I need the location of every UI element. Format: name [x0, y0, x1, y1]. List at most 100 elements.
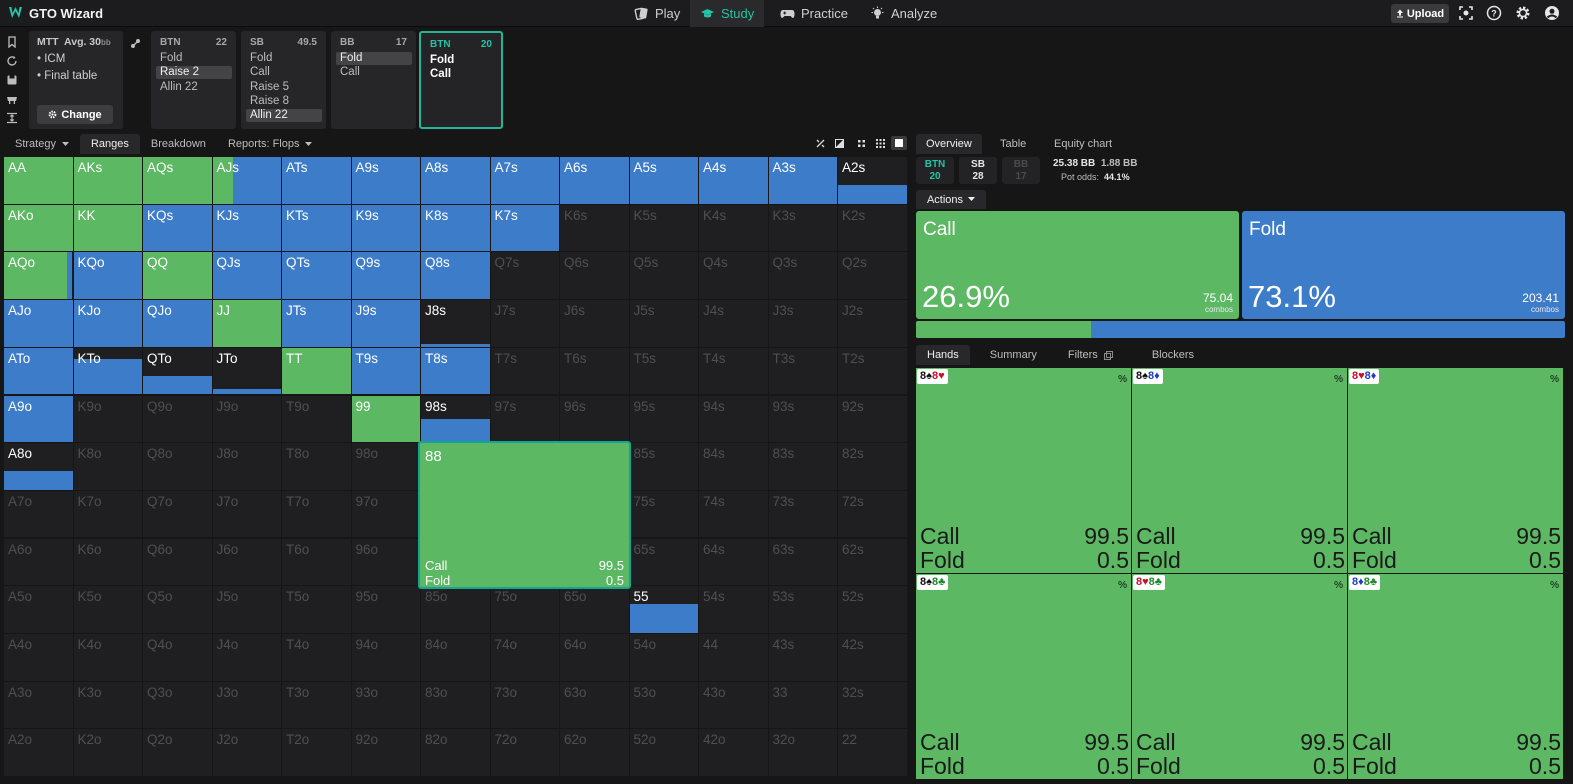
hand-cell-KQs[interactable]: KQs [143, 204, 212, 252]
hand-cell-Q8o[interactable]: Q8o [143, 443, 212, 490]
hand-cell-92s[interactable]: 92s [838, 395, 907, 442]
hand-cell-K4o[interactable]: K4o [73, 634, 142, 681]
hand-cell-K3o[interactable]: K3o [73, 681, 142, 729]
hand-combo-card[interactable]: 8♦8♣% Call 99.5 Fold 0.5 [1348, 574, 1563, 779]
path-action-fold[interactable]: Fold [430, 54, 455, 66]
hand-cell-J6o[interactable]: J6o [212, 538, 281, 586]
hand-cell-A4s[interactable]: A4s [699, 157, 768, 204]
hand-cell-J7o[interactable]: J7o [212, 490, 281, 538]
nav-study[interactable]: Study [690, 0, 765, 27]
bookmark-icon[interactable] [6, 36, 18, 48]
hand-cell-T8o[interactable]: T8o [282, 443, 351, 490]
hand-cell-KQo[interactable]: KQo [73, 252, 142, 299]
hand-cell-A7o[interactable]: A7o [4, 490, 73, 538]
selected-hand-88[interactable]: 88 Call 99.5 Fold 0.5 [418, 441, 631, 589]
hand-cell-JTo[interactable]: JTo [212, 347, 281, 395]
hand-combo-card[interactable]: 8♥8♦% Call 99.5 Fold 0.5 [1348, 368, 1563, 573]
hand-cell-K8s[interactable]: K8s [421, 204, 490, 252]
hand-cell-22[interactable]: 22 [838, 729, 907, 776]
path-action-allin-22[interactable]: Allin 22 [160, 80, 198, 93]
hand-cell-85o[interactable]: 85o [421, 586, 490, 633]
hand-cell-33[interactable]: 33 [768, 681, 837, 729]
action-fold-box[interactable]: Fold 73.1% 203.41 combos [1242, 211, 1565, 319]
hand-cell-A8o[interactable]: A8o [4, 443, 73, 490]
hand-cell-ATo[interactable]: ATo [4, 347, 73, 395]
hand-cell-Q2o[interactable]: Q2o [143, 729, 212, 776]
hand-cell-95o[interactable]: 95o [351, 586, 420, 633]
link-icon[interactable] [130, 38, 141, 49]
path-action-call[interactable]: Call [430, 68, 452, 81]
position-sb[interactable]: SB 28 [959, 157, 997, 184]
hand-cell-A7s[interactable]: A7s [490, 157, 559, 204]
hand-cell-J3o[interactable]: J3o [212, 681, 281, 729]
help-icon[interactable]: ? [1486, 5, 1502, 21]
hand-cell-65o[interactable]: 65o [560, 586, 629, 633]
hand-cell-J7s[interactable]: J7s [490, 300, 559, 347]
hand-cell-A2o[interactable]: A2o [4, 729, 73, 776]
hand-cell-Q6o[interactable]: Q6o [143, 538, 212, 586]
hand-cell-Q8s[interactable]: Q8s [421, 252, 490, 299]
hand-cell-32s[interactable]: 32s [838, 681, 907, 729]
actions-dropdown[interactable]: Actions [916, 190, 986, 209]
gear-icon[interactable] [1515, 5, 1531, 21]
hand-cell-83s[interactable]: 83s [768, 443, 837, 490]
hand-cell-54s[interactable]: 54s [699, 586, 768, 633]
user-avatar-icon[interactable] [1544, 5, 1560, 21]
hand-cell-A3o[interactable]: A3o [4, 681, 73, 729]
gto-wizard-logo-icon[interactable] [8, 5, 23, 20]
hand-cell-A3s[interactable]: A3s [768, 157, 837, 204]
hand-cell-KTs[interactable]: KTs [282, 204, 351, 252]
hand-combo-card[interactable]: 8♠8♦% Call 99.5 Fold 0.5 [1132, 368, 1347, 573]
tab-reports[interactable]: Reports: Flops [217, 134, 324, 154]
hand-cell-43o[interactable]: 43o [699, 681, 768, 729]
refresh-icon[interactable] [6, 55, 18, 67]
hand-cell-Q6s[interactable]: Q6s [560, 252, 629, 299]
hand-cell-A6s[interactable]: A6s [560, 157, 629, 204]
hand-cell-96o[interactable]: 96o [351, 538, 420, 586]
hand-cell-Q2s[interactable]: Q2s [838, 252, 907, 299]
contrast-view-icon[interactable] [831, 136, 847, 150]
tab-hands[interactable]: Hands [916, 345, 970, 365]
hand-cell-T8s[interactable]: T8s [421, 347, 490, 395]
hand-cell-74o[interactable]: 74o [490, 634, 559, 681]
hand-cell-A5o[interactable]: A5o [4, 586, 73, 633]
hand-cell-AQs[interactable]: AQs [143, 157, 212, 204]
action-path-card-bb-2[interactable]: BB 17 Fold Call [331, 31, 416, 129]
hand-cell-K7s[interactable]: K7s [490, 204, 559, 252]
hand-cell-QJo[interactable]: QJo [143, 300, 212, 347]
hand-cell-84o[interactable]: 84o [421, 634, 490, 681]
hand-combo-card[interactable]: 8♥8♣% Call 99.5 Fold 0.5 [1132, 574, 1347, 779]
hand-cell-AQo[interactable]: AQo [4, 252, 73, 299]
hand-cell-64s[interactable]: 64s [699, 538, 768, 586]
hand-cell-32o[interactable]: 32o [768, 729, 837, 776]
hand-cell-Q7o[interactable]: Q7o [143, 490, 212, 538]
change-button[interactable]: Change [37, 105, 113, 124]
hand-cell-98s[interactable]: 98s [421, 395, 490, 442]
hand-cell-64o[interactable]: 64o [560, 634, 629, 681]
hand-cell-J6s[interactable]: J6s [560, 300, 629, 347]
percent-toggle[interactable]: % [1550, 374, 1559, 385]
hand-cell-J2o[interactable]: J2o [212, 729, 281, 776]
hand-cell-Q9s[interactable]: Q9s [351, 252, 420, 299]
hand-cell-T5o[interactable]: T5o [282, 586, 351, 633]
hand-cell-75o[interactable]: 75o [490, 586, 559, 633]
hand-cell-A8s[interactable]: A8s [421, 157, 490, 204]
hand-cell-T7o[interactable]: T7o [282, 490, 351, 538]
hand-cell-97s[interactable]: 97s [490, 395, 559, 442]
hand-cell-T2o[interactable]: T2o [282, 729, 351, 776]
hand-cell-J8o[interactable]: J8o [212, 443, 281, 490]
position-btn[interactable]: BTN 20 [916, 157, 954, 184]
action-path-card-sb-1[interactable]: SB 49.5 Fold Call Raise 5 Raise 8 Allin 22 [241, 31, 326, 129]
path-action-fold[interactable]: Fold [250, 52, 273, 64]
hand-cell-53s[interactable]: 53s [768, 586, 837, 633]
percent-toggle[interactable]: % [1334, 374, 1343, 385]
hand-cell-KJo[interactable]: KJo [73, 300, 142, 347]
hand-cell-K2s[interactable]: K2s [838, 204, 907, 252]
tab-ranges[interactable]: Ranges [79, 134, 140, 154]
hand-cell-42s[interactable]: 42s [838, 634, 907, 681]
hand-combo-card[interactable]: 8♠8♥% Call 99.5 Fold 0.5 [916, 368, 1131, 573]
hand-cell-A6o[interactable]: A6o [4, 538, 73, 586]
hand-cell-J9o[interactable]: J9o [212, 395, 281, 442]
screenshot-icon[interactable] [1458, 5, 1474, 21]
hand-cell-74s[interactable]: 74s [699, 490, 768, 538]
